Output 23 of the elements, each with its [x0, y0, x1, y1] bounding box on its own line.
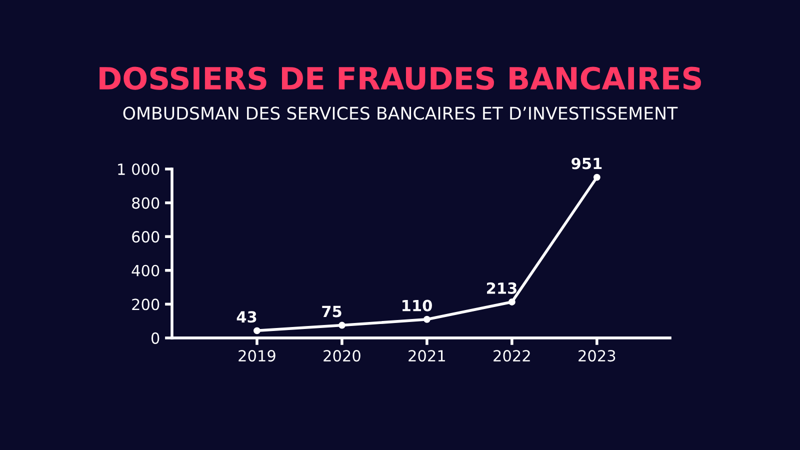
chart-title: DOSSIERS DE FRAUDES BANCAIRES [100, 66, 701, 90]
x-tick-label: 2019 [238, 350, 276, 362]
y-tick-label: 400 [132, 264, 160, 276]
y-tick-label: 0 [151, 332, 160, 344]
point [593, 174, 600, 181]
y-tick-label: 600 [132, 231, 160, 243]
x-tick-label: 2021 [408, 350, 445, 362]
data-label: 951 [572, 158, 602, 170]
y-tick-label: 800 [132, 197, 160, 209]
point [254, 327, 260, 334]
data-label: 75 [322, 306, 342, 318]
point [508, 298, 516, 306]
y-tick-label: 200 [132, 298, 160, 310]
x-tick-label: 2020 [324, 350, 360, 362]
point [338, 322, 346, 329]
data-label: 213 [486, 282, 516, 294]
data-label: 110 [402, 300, 432, 312]
data-label: 43 [236, 311, 256, 323]
chart-subtitle: OMBUDSMAN DES SERVICES BANCAIRES ET D’INVESTISSEMENT [123, 106, 678, 120]
y-tick-label: 1 000 [118, 163, 160, 176]
x-tick-label: 2022 [494, 350, 530, 362]
point [423, 316, 430, 323]
x-tick-label: 2023 [578, 350, 616, 362]
